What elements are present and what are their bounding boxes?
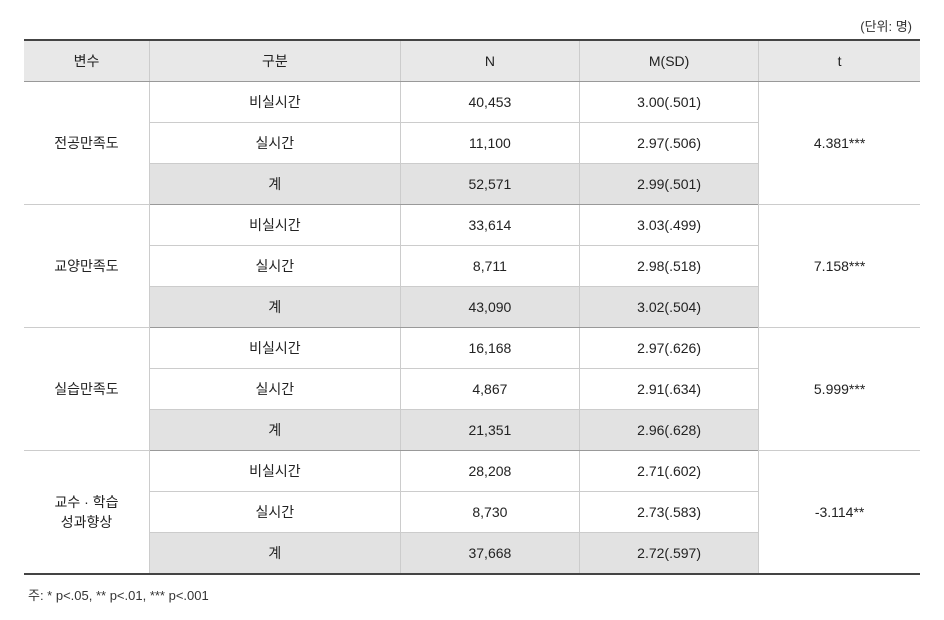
msd-cell: 2.99(.501) [580, 164, 759, 205]
category-cell: 계 [149, 287, 400, 328]
category-cell: 비실시간 [149, 205, 400, 246]
t-value-cell: 4.381*** [759, 82, 920, 205]
category-cell: 계 [149, 410, 400, 451]
category-cell: 실시간 [149, 123, 400, 164]
table-header-row: 변수 구분 N M(SD) t [24, 40, 920, 82]
category-cell: 실시간 [149, 492, 400, 533]
n-cell: 52,571 [400, 164, 579, 205]
variable-cell: 교양만족도 [24, 205, 149, 328]
n-cell: 28,208 [400, 451, 579, 492]
category-cell: 실시간 [149, 369, 400, 410]
t-value-cell: -3.114** [759, 451, 920, 575]
msd-cell: 2.73(.583) [580, 492, 759, 533]
n-cell: 16,168 [400, 328, 579, 369]
header-variable: 변수 [24, 40, 149, 82]
n-cell: 21,351 [400, 410, 579, 451]
n-cell: 33,614 [400, 205, 579, 246]
n-cell: 4,867 [400, 369, 579, 410]
msd-cell: 2.97(.506) [580, 123, 759, 164]
category-cell: 계 [149, 533, 400, 575]
table-row: 교수 · 학습성과향상비실시간28,2082.71(.602)-3.114** [24, 451, 920, 492]
n-cell: 8,711 [400, 246, 579, 287]
n-cell: 40,453 [400, 82, 579, 123]
variable-cell: 교수 · 학습성과향상 [24, 451, 149, 575]
statistics-table: 변수 구분 N M(SD) t 전공만족도비실시간40,4533.00(.501… [24, 39, 920, 575]
variable-cell: 실습만족도 [24, 328, 149, 451]
table-row: 전공만족도비실시간40,4533.00(.501)4.381*** [24, 82, 920, 123]
category-cell: 비실시간 [149, 82, 400, 123]
t-value-cell: 5.999*** [759, 328, 920, 451]
msd-cell: 2.98(.518) [580, 246, 759, 287]
category-cell: 계 [149, 164, 400, 205]
category-cell: 실시간 [149, 246, 400, 287]
msd-cell: 3.00(.501) [580, 82, 759, 123]
msd-cell: 2.72(.597) [580, 533, 759, 575]
msd-cell: 2.91(.634) [580, 369, 759, 410]
msd-cell: 3.02(.504) [580, 287, 759, 328]
n-cell: 37,668 [400, 533, 579, 575]
table-row: 교양만족도비실시간33,6143.03(.499)7.158*** [24, 205, 920, 246]
footnote: 주: * p<.05, ** p<.01, *** p<.001 [24, 585, 920, 604]
msd-cell: 2.71(.602) [580, 451, 759, 492]
header-category: 구분 [149, 40, 400, 82]
msd-cell: 2.97(.626) [580, 328, 759, 369]
header-n: N [400, 40, 579, 82]
unit-label: (단위: 명) [24, 16, 920, 35]
msd-cell: 2.96(.628) [580, 410, 759, 451]
variable-cell: 전공만족도 [24, 82, 149, 205]
category-cell: 비실시간 [149, 451, 400, 492]
n-cell: 43,090 [400, 287, 579, 328]
table-row: 실습만족도비실시간16,1682.97(.626)5.999*** [24, 328, 920, 369]
category-cell: 비실시간 [149, 328, 400, 369]
header-msd: M(SD) [580, 40, 759, 82]
t-value-cell: 7.158*** [759, 205, 920, 328]
msd-cell: 3.03(.499) [580, 205, 759, 246]
n-cell: 8,730 [400, 492, 579, 533]
header-t: t [759, 40, 920, 82]
n-cell: 11,100 [400, 123, 579, 164]
